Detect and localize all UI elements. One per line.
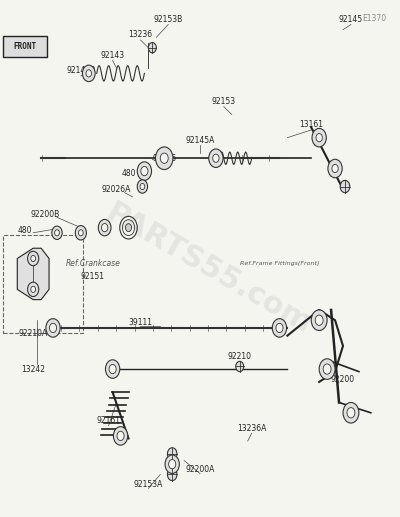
Text: 92153: 92153	[212, 97, 236, 106]
Circle shape	[343, 402, 359, 423]
Text: 92143: 92143	[100, 51, 125, 60]
Circle shape	[272, 318, 286, 337]
Text: 92200B: 92200B	[30, 210, 60, 219]
Text: 92153A: 92153A	[134, 480, 163, 489]
Circle shape	[213, 154, 219, 162]
Circle shape	[209, 149, 223, 168]
Text: 92145B: 92145B	[66, 66, 96, 75]
Circle shape	[165, 455, 179, 474]
Circle shape	[28, 251, 39, 266]
Text: 92026A: 92026A	[102, 185, 131, 193]
Circle shape	[31, 255, 36, 262]
Text: 13236A: 13236A	[237, 424, 266, 433]
Circle shape	[102, 223, 108, 232]
Text: 92161: 92161	[97, 416, 121, 425]
Text: PARTS55.com: PARTS55.com	[100, 198, 316, 340]
Text: 92153B: 92153B	[154, 15, 183, 24]
Circle shape	[137, 162, 152, 180]
Text: Ref.Crankcase: Ref.Crankcase	[65, 259, 120, 268]
Text: 480: 480	[18, 226, 32, 235]
Circle shape	[141, 166, 148, 176]
Circle shape	[323, 364, 331, 374]
Circle shape	[52, 226, 62, 239]
Circle shape	[347, 407, 355, 418]
Circle shape	[328, 159, 342, 178]
Circle shape	[332, 164, 338, 173]
Circle shape	[117, 431, 124, 440]
Text: 39111: 39111	[128, 318, 152, 327]
Text: 92145: 92145	[339, 15, 363, 24]
Text: FRONT: FRONT	[14, 42, 37, 51]
Circle shape	[276, 323, 283, 332]
Text: 480: 480	[121, 169, 136, 178]
Text: 92210A: 92210A	[18, 329, 48, 338]
Text: 13242: 13242	[21, 364, 45, 374]
Polygon shape	[3, 36, 47, 57]
Text: 13236: 13236	[128, 31, 152, 39]
Circle shape	[75, 225, 86, 240]
Text: 92026: 92026	[152, 154, 176, 163]
Circle shape	[316, 133, 322, 142]
Circle shape	[50, 323, 57, 332]
Text: 92151: 92151	[81, 272, 105, 281]
Circle shape	[319, 359, 335, 379]
Circle shape	[312, 128, 326, 147]
Circle shape	[46, 318, 60, 337]
Circle shape	[86, 70, 92, 77]
Circle shape	[82, 65, 95, 82]
Circle shape	[55, 230, 59, 236]
Circle shape	[137, 180, 148, 193]
Circle shape	[140, 184, 145, 190]
Text: 92145A: 92145A	[185, 136, 215, 145]
Text: 92200A: 92200A	[185, 465, 215, 474]
Text: 92210: 92210	[228, 352, 252, 361]
Circle shape	[168, 448, 177, 460]
Circle shape	[148, 42, 156, 53]
Text: 13161: 13161	[299, 120, 323, 129]
Circle shape	[156, 147, 173, 170]
Circle shape	[160, 153, 168, 163]
Polygon shape	[17, 248, 49, 300]
Circle shape	[126, 224, 132, 232]
Circle shape	[169, 460, 176, 469]
Circle shape	[78, 230, 83, 236]
Circle shape	[109, 364, 116, 374]
Circle shape	[28, 282, 39, 297]
Circle shape	[31, 286, 36, 293]
Circle shape	[311, 310, 327, 330]
Circle shape	[340, 180, 350, 193]
Text: E1370: E1370	[362, 14, 387, 23]
Text: 92200: 92200	[331, 375, 355, 384]
Text: Ref.Frame Fittings(Front): Ref.Frame Fittings(Front)	[240, 261, 319, 266]
Circle shape	[236, 361, 244, 372]
Circle shape	[106, 360, 120, 378]
Circle shape	[114, 427, 128, 445]
Circle shape	[98, 219, 111, 236]
Circle shape	[315, 315, 323, 325]
Circle shape	[168, 468, 177, 481]
